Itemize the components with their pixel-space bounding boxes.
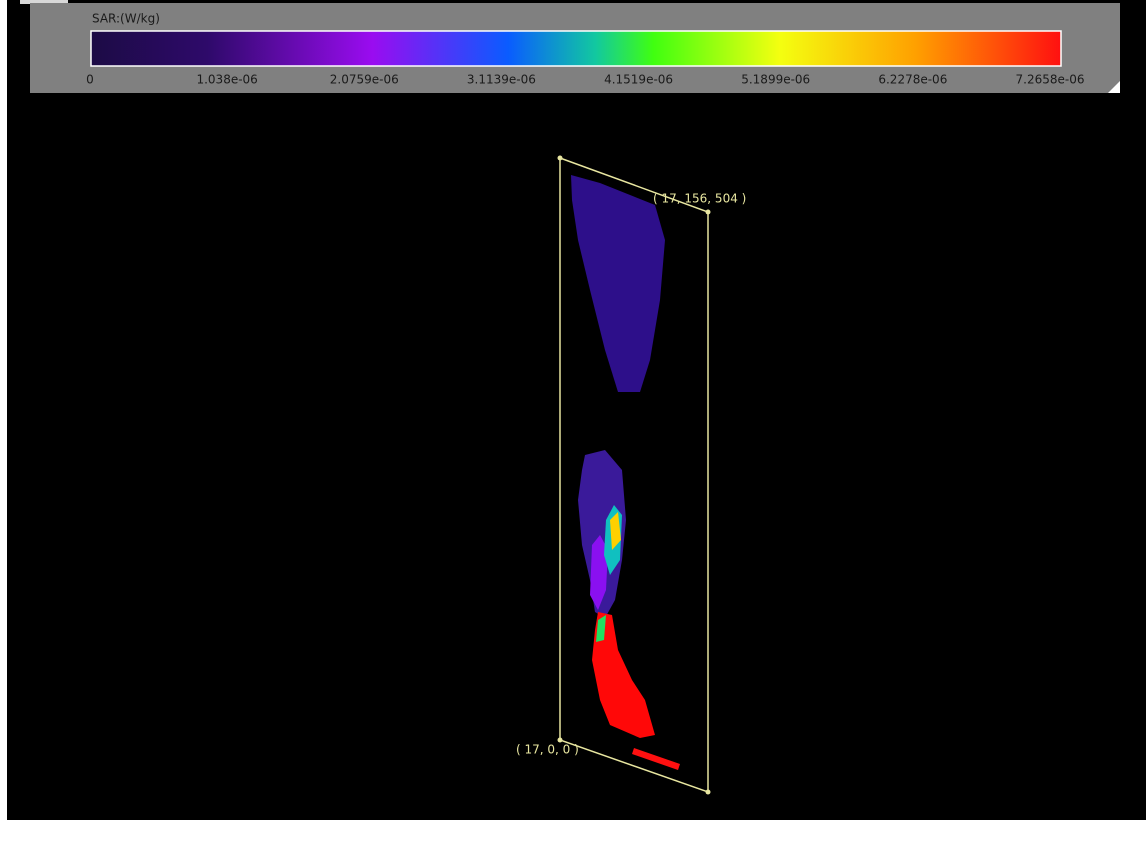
viewport: SAR:(W/kg) 0 1.038e-06 2.0759e-06 3.1139e-0… (0, 0, 1146, 850)
render-area (7, 0, 1146, 820)
margin (0, 0, 7, 850)
coordinate-label: ( 17, 156, 504 ) (653, 192, 746, 206)
colorbar-tick-label: 3.1139e-06 (467, 73, 536, 87)
corner-point (558, 156, 563, 161)
colorbar-tick-label: 6.2278e-06 (878, 73, 947, 87)
colorbar-tick-label: 7.2658e-06 (1016, 73, 1085, 87)
app: {"colorbar": {"title": "SAR:(W/kg)", "ti… (0, 0, 1146, 850)
colorbar-tick-label: 4.1519e-06 (604, 73, 673, 87)
colorbar-tick-label: 5.1899e-06 (741, 73, 810, 87)
corner-point (706, 210, 711, 215)
colorbar-tick-label: 1.038e-06 (196, 73, 257, 87)
colorbar (91, 31, 1061, 66)
coordinate-label: ( 17, 0, 0 ) (516, 743, 579, 757)
corner-point (706, 790, 711, 795)
colorbar-tick-label: 2.0759e-06 (330, 73, 399, 87)
colorbar-tick-label: 0 (86, 73, 94, 87)
colorbar-title: SAR:(W/kg) (92, 12, 160, 26)
